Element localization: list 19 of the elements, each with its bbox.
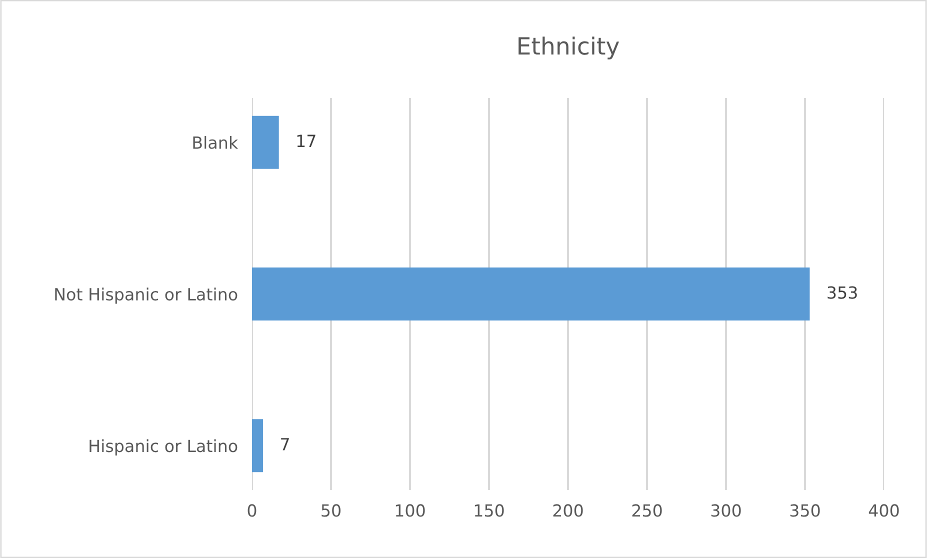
data-label: 17 — [297, 134, 316, 147]
x-tick-label: 150 — [474, 504, 504, 517]
y-tick-label: Not Hispanic or Latino — [55, 288, 238, 304]
x-tick-label: 100 — [396, 504, 425, 517]
data-label: 7 — [281, 438, 289, 450]
x-tick-label: 400 — [868, 504, 899, 517]
bar — [252, 419, 264, 472]
data-label: 353 — [828, 286, 857, 299]
y-tick-label: Hispanic or Latino — [90, 439, 238, 456]
x-tick-label: 0 — [248, 504, 256, 517]
x-tick-label: 50 — [322, 504, 340, 517]
x-tick-label: 200 — [553, 504, 583, 517]
bar — [252, 116, 279, 169]
y-tick-label: Blank — [193, 136, 238, 149]
bar — [252, 267, 810, 321]
chart-title: Ethnicity — [518, 36, 620, 60]
x-tick-label: 300 — [711, 504, 741, 517]
x-tick-label: 250 — [632, 504, 662, 517]
x-tick-label: 350 — [790, 504, 820, 517]
